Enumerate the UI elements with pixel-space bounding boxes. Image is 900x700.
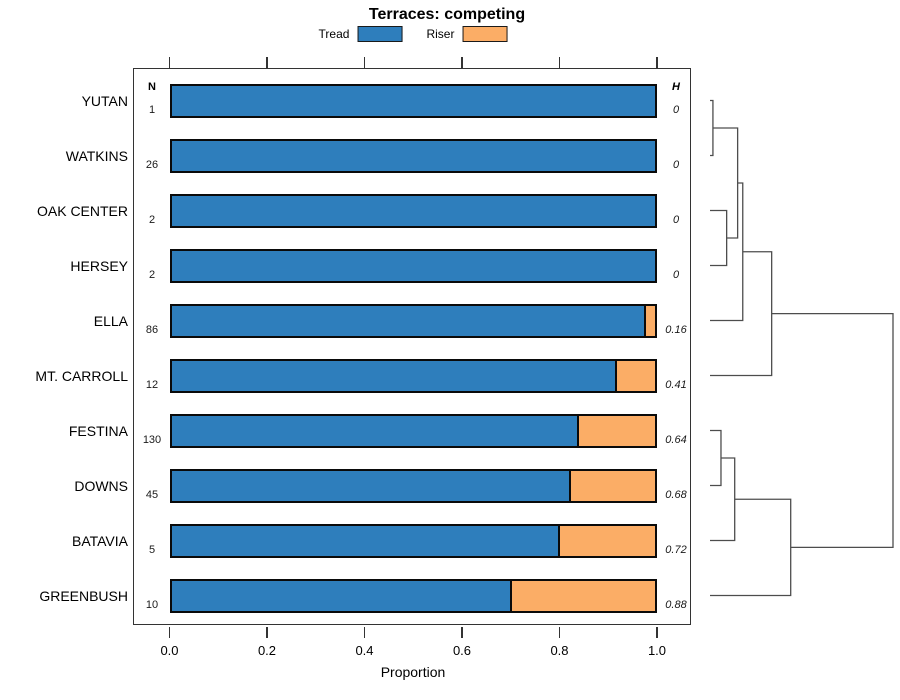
y-axis-label: DOWNS (74, 477, 128, 494)
x-axis-tick-bottom (266, 626, 268, 638)
x-axis-title: Proportion (380, 664, 446, 680)
stacked-bar (169, 523, 657, 558)
n-column-header: N (148, 81, 156, 93)
h-value: 0 (672, 159, 680, 171)
y-axis-label: WATKINS (65, 147, 128, 164)
bar-segment-tread (171, 195, 655, 226)
x-axis-tick-bottom (558, 626, 561, 638)
n-value: 86 (145, 324, 159, 336)
y-axis-label: ELLA (93, 312, 128, 329)
x-axis-tick-bottom (168, 626, 171, 638)
y-axis-label: FESTINA (68, 422, 128, 439)
bar-segment-tread (171, 360, 615, 391)
bar-segment-tread (171, 580, 510, 611)
bar-segment-riser (568, 470, 655, 501)
bar-segment-riser (643, 305, 655, 336)
n-value: 10 (145, 599, 159, 611)
y-axis-label: BATAVIA (71, 532, 128, 549)
n-value: 1 (148, 104, 156, 116)
stacked-bar (169, 303, 657, 338)
x-axis-tick-top (168, 57, 171, 68)
h-value: 0 (672, 104, 680, 116)
n-value: 2 (148, 214, 156, 226)
h-value: 0.16 (665, 324, 687, 336)
h-value: 0.88 (665, 599, 687, 611)
x-axis-tick-top (363, 57, 366, 68)
h-value: 0 (672, 269, 680, 281)
x-axis-tick-top (266, 57, 268, 68)
legend-label: Riser (426, 27, 455, 41)
stacked-bar (169, 578, 657, 613)
x-axis-tick-top (558, 57, 561, 68)
x-axis-tick-label: 1.0 (647, 643, 667, 658)
h-value: 0 (672, 214, 680, 226)
x-axis-tick-bottom (461, 626, 463, 638)
n-value: 5 (148, 544, 156, 556)
y-axis-label: OAK CENTER (36, 202, 128, 219)
legend-swatch (462, 26, 508, 42)
stacked-bar (169, 83, 657, 118)
h-value: 0.64 (665, 434, 687, 446)
n-value: 26 (145, 159, 159, 171)
n-value: 2 (148, 269, 156, 281)
y-axis-label: GREENBUSH (39, 587, 128, 604)
stacked-bar (169, 193, 657, 228)
legend: Tread Riser (319, 26, 508, 42)
n-value: 12 (145, 379, 159, 391)
stacked-bar (169, 413, 657, 448)
bar-segment-tread (171, 85, 655, 116)
dendrogram-lines (710, 99, 894, 597)
bar-segment-tread (171, 470, 569, 501)
bar-segment-tread (171, 415, 577, 446)
y-axis-label: YUTAN (81, 92, 128, 109)
bar-segment-tread (171, 250, 655, 281)
bar-segment-tread (171, 525, 559, 556)
legend-item: Tread (319, 26, 403, 42)
bar-segment-riser (576, 415, 655, 446)
x-axis-tick-label: 0.4 (355, 643, 374, 658)
h-value: 0.41 (665, 379, 687, 391)
bar-segment-tread (171, 140, 655, 171)
x-axis-tick-top (656, 57, 658, 68)
bar-segment-riser (509, 580, 655, 611)
y-axis-label: MT. CARROLL (35, 367, 128, 384)
stacked-bar (169, 358, 657, 393)
x-axis-tick-bottom (363, 626, 366, 638)
x-axis-tick-label: 0.0 (160, 643, 179, 658)
x-axis-tick-label: 0.8 (550, 643, 569, 658)
bar-segment-tread (171, 305, 644, 336)
stacked-bar (169, 468, 657, 503)
stacked-bar (169, 138, 657, 173)
x-axis-tick-bottom (656, 626, 658, 638)
legend-item: Riser (426, 26, 508, 42)
x-axis-tick-top (461, 57, 463, 68)
h-value: 0.68 (665, 489, 687, 501)
h-value: 0.72 (665, 544, 687, 556)
x-axis-tick-label: 0.2 (257, 643, 277, 658)
h-column-header: H (672, 81, 680, 93)
x-axis-tick-label: 0.6 (452, 643, 472, 658)
n-value: 130 (142, 434, 162, 446)
legend-label: Tread (318, 27, 350, 41)
chart-title: Terraces: competing (368, 6, 526, 23)
bar-segment-riser (558, 525, 655, 556)
legend-swatch (357, 26, 403, 42)
plot-area (133, 68, 691, 625)
stacked-bar (169, 248, 657, 283)
y-axis-label: HERSEY (70, 257, 128, 274)
bar-segment-riser (614, 360, 655, 391)
n-value: 45 (145, 489, 159, 501)
